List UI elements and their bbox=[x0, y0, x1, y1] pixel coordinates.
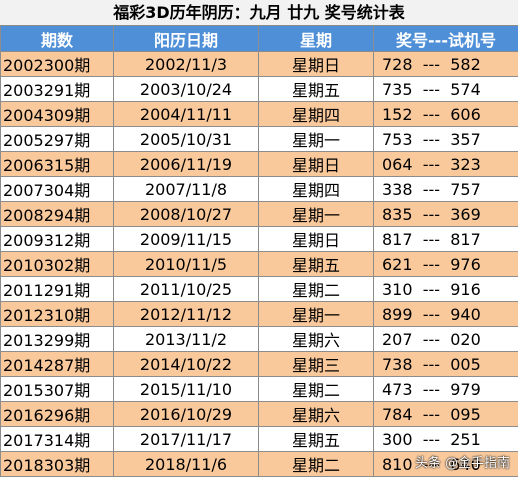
draw-cell: 899 --- 940 bbox=[374, 302, 518, 327]
issue-cell: 2008294期 bbox=[1, 202, 114, 227]
weekday-cell: 星期五 bbox=[259, 427, 374, 452]
weekday-cell: 星期日 bbox=[259, 227, 374, 252]
table-title: 福彩3D历年阴历：九月 廿九 奖号统计表 bbox=[0, 0, 518, 25]
watermark: 头条 @金手指南 bbox=[415, 452, 510, 471]
date-cell: 2015/11/10 bbox=[114, 377, 259, 402]
issue-cell: 2007304期 bbox=[1, 177, 114, 202]
weekday-cell: 星期五 bbox=[259, 252, 374, 277]
date-cell: 2009/11/15 bbox=[114, 227, 259, 252]
draw-cell: 753 --- 357 bbox=[374, 127, 518, 152]
draw-cell: 338 --- 757 bbox=[374, 177, 518, 202]
draw-cell: 207 --- 020 bbox=[374, 327, 518, 352]
draw-cell: 817 --- 817 bbox=[374, 227, 518, 252]
draw-cell: 064 --- 323 bbox=[374, 152, 518, 177]
date-cell: 2016/10/29 bbox=[114, 402, 259, 427]
header-issue: 期数 bbox=[1, 26, 114, 52]
draw-cell: 835 --- 369 bbox=[374, 202, 518, 227]
issue-cell: 2005297期 bbox=[1, 127, 114, 152]
weekday-cell: 星期二 bbox=[259, 377, 374, 402]
draw-cell: 735 --- 574 bbox=[374, 77, 518, 102]
weekday-cell: 星期四 bbox=[259, 177, 374, 202]
issue-cell: 2015307期 bbox=[1, 377, 114, 402]
issue-cell: 2004309期 bbox=[1, 102, 114, 127]
draw-cell: 738 --- 005 bbox=[374, 352, 518, 377]
date-cell: 2008/10/27 bbox=[114, 202, 259, 227]
header-draw: 奖号---试机号 bbox=[374, 26, 518, 52]
draw-cell: 784 --- 095 bbox=[374, 402, 518, 427]
weekday-cell: 星期五 bbox=[259, 77, 374, 102]
issue-cell: 2012310期 bbox=[1, 302, 114, 327]
header-weekday: 星期 bbox=[259, 26, 374, 52]
draw-cell: 152 --- 606 bbox=[374, 102, 518, 127]
issue-cell: 2006315期 bbox=[1, 152, 114, 177]
issue-cell: 2009312期 bbox=[1, 227, 114, 252]
weekday-cell: 星期日 bbox=[259, 52, 374, 77]
date-cell: 2011/10/25 bbox=[114, 277, 259, 302]
draw-cell: 621 --- 976 bbox=[374, 252, 518, 277]
issue-cell: 2016296期 bbox=[1, 402, 114, 427]
draw-cell: 310 --- 916 bbox=[374, 277, 518, 302]
issue-cell: 2003291期 bbox=[1, 77, 114, 102]
issue-cell: 2002300期 bbox=[1, 52, 114, 77]
weekday-cell: 星期三 bbox=[259, 352, 374, 377]
date-cell: 2003/10/24 bbox=[114, 77, 259, 102]
issue-cell: 2017314期 bbox=[1, 427, 114, 452]
date-cell: 2018/11/6 bbox=[114, 452, 259, 477]
issue-cell: 2013299期 bbox=[1, 327, 114, 352]
draw-cell: 473 --- 979 bbox=[374, 377, 518, 402]
issue-cell: 2010302期 bbox=[1, 252, 114, 277]
header-row: 期数 阳历日期 星期 奖号---试机号 bbox=[1, 26, 518, 52]
date-cell: 2005/10/31 bbox=[114, 127, 259, 152]
date-cell: 2010/11/5 bbox=[114, 252, 259, 277]
weekday-cell: 星期一 bbox=[259, 302, 374, 327]
date-cell: 2012/11/12 bbox=[114, 302, 259, 327]
date-cell: 2013/11/2 bbox=[114, 327, 259, 352]
draw-cell: 728 --- 582 bbox=[374, 52, 518, 77]
weekday-cell: 星期一 bbox=[259, 202, 374, 227]
weekday-cell: 星期日 bbox=[259, 152, 374, 177]
date-cell: 2014/10/22 bbox=[114, 352, 259, 377]
weekday-cell: 星期六 bbox=[259, 402, 374, 427]
date-cell: 2017/11/17 bbox=[114, 427, 259, 452]
draw-cell: 300 --- 251 bbox=[374, 427, 518, 452]
date-cell: 2002/11/3 bbox=[114, 52, 259, 77]
issue-cell: 2014287期 bbox=[1, 352, 114, 377]
weekday-cell: 星期二 bbox=[259, 277, 374, 302]
issue-cell: 2011291期 bbox=[1, 277, 114, 302]
date-cell: 2004/11/11 bbox=[114, 102, 259, 127]
weekday-cell: 星期一 bbox=[259, 127, 374, 152]
issue-cell: 2018303期 bbox=[1, 452, 114, 477]
date-cell: 2006/11/19 bbox=[114, 152, 259, 177]
weekday-cell: 星期四 bbox=[259, 102, 374, 127]
header-date: 阳历日期 bbox=[114, 26, 259, 52]
date-cell: 2007/11/8 bbox=[114, 177, 259, 202]
weekday-cell: 星期二 bbox=[259, 452, 374, 477]
weekday-cell: 星期六 bbox=[259, 327, 374, 352]
